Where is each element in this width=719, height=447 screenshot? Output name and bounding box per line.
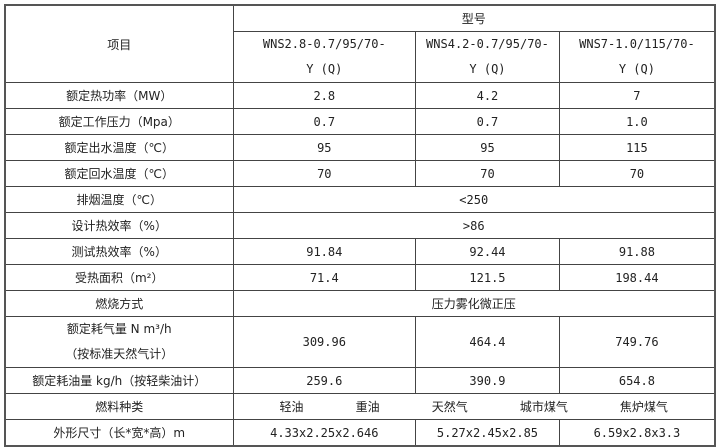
cell: 91.88 <box>558 238 716 265</box>
row-label: 燃烧方式 <box>4 290 234 317</box>
cell: 7 <box>558 82 716 109</box>
fuel-type: 焦炉煤气 <box>619 400 668 414</box>
cell: 95 <box>232 134 417 161</box>
cell: 390.9 <box>415 367 560 394</box>
cell: 95 <box>415 134 560 161</box>
cell: 749.76 <box>558 316 716 368</box>
cell: 5.27x2.45x2.85 <box>415 419 560 447</box>
table-row: 外形尺寸（长*宽*高）m 4.33x2.25x2.646 5.27x2.45x2… <box>4 419 716 447</box>
model-header: 型号 <box>232 4 716 32</box>
row-label: 设计热效率（%） <box>4 212 234 239</box>
table-row: 受热面积（m²） 71.4 121.5 198.44 <box>4 264 716 291</box>
fuel-type: 重油 <box>355 400 380 414</box>
cell: 70 <box>415 160 560 187</box>
model-1: WNS2.8-0.7/95/70- Y (Q) <box>232 31 417 83</box>
merged-cell: 压力雾化微正压 <box>232 290 716 317</box>
model-3-line1: WNS7-1.0/115/70- <box>579 37 695 51</box>
cell: 0.7 <box>232 108 417 135</box>
table-row: 额定热功率（MW） 2.8 4.2 7 <box>4 82 716 109</box>
boiler-spec-table: 项目 型号 WNS2.8-0.7/95/70- Y (Q) WNS4.2-0.7/… <box>4 4 716 447</box>
cell: 198.44 <box>558 264 716 291</box>
cell: 6.59x2.8x3.3 <box>558 419 716 447</box>
row-label: 排烟温度（℃） <box>4 186 234 213</box>
model-2-line2: Y (Q) <box>469 62 506 76</box>
cell: 259.6 <box>232 367 417 394</box>
cell: 309.96 <box>232 316 417 368</box>
model-3-line2: Y (Q) <box>618 62 655 76</box>
table-row: 额定出水温度（℃） 95 95 115 <box>4 134 716 161</box>
gas-label: 额定耗气量 N m³/h （按标准天然气计） <box>4 316 234 368</box>
row-label: 额定热功率（MW） <box>4 82 234 109</box>
row-label: 燃料种类 <box>4 393 234 420</box>
table-row: 测试热效率（%） 91.84 92.44 91.88 <box>4 238 716 265</box>
cell: 115 <box>558 134 716 161</box>
row-label: 测试热效率（%） <box>4 238 234 265</box>
cell: 0.7 <box>415 108 560 135</box>
cell: 92.44 <box>415 238 560 265</box>
cell: 121.5 <box>415 264 560 291</box>
cell: 4.33x2.25x2.646 <box>232 419 417 447</box>
table-row: 燃料种类 轻油 重油 天然气 城市煤气 焦炉煤气 <box>4 393 716 420</box>
item-header: 项目 <box>4 4 234 83</box>
merged-cell: <250 <box>232 186 716 213</box>
model-2: WNS4.2-0.7/95/70- Y (Q) <box>415 31 560 83</box>
gas-label-line1: 额定耗气量 N m³/h <box>66 322 172 336</box>
table-row: 设计热效率（%） >86 <box>4 212 716 239</box>
table-row: 额定耗油量 kg/h（按轻柴油计） 259.6 390.9 654.8 <box>4 367 716 394</box>
table-row: 燃烧方式 压力雾化微正压 <box>4 290 716 317</box>
table-row: 额定回水温度（℃） 70 70 70 <box>4 160 716 187</box>
row-label: 额定出水温度（℃） <box>4 134 234 161</box>
cell: 70 <box>558 160 716 187</box>
gas-label-line2: （按标准天然气计） <box>65 347 174 361</box>
row-label: 受热面积（m²） <box>4 264 234 291</box>
cell: 4.2 <box>415 82 560 109</box>
table-row: 额定耗气量 N m³/h （按标准天然气计） 309.96 464.4 749.7… <box>4 316 716 368</box>
cell: 70 <box>232 160 417 187</box>
cell: 654.8 <box>558 367 716 394</box>
model-1-line2: Y (Q) <box>306 62 343 76</box>
model-3: WNS7-1.0/115/70- Y (Q) <box>558 31 716 83</box>
cell: 1.0 <box>558 108 716 135</box>
model-2-line1: WNS4.2-0.7/95/70- <box>426 37 549 51</box>
cell: 91.84 <box>232 238 417 265</box>
cell: 71.4 <box>232 264 417 291</box>
table-row: 排烟温度（℃） <250 <box>4 186 716 213</box>
table-row: 额定工作压力（Mpa） 0.7 0.7 1.0 <box>4 108 716 135</box>
fuel-type: 天然气 <box>431 400 468 414</box>
fuel-type: 城市煤气 <box>519 400 568 414</box>
row-label: 额定工作压力（Mpa） <box>4 108 234 135</box>
model-1-line1: WNS2.8-0.7/95/70- <box>262 37 386 51</box>
merged-cell: >86 <box>232 212 716 239</box>
row-label: 外形尺寸（长*宽*高）m <box>4 419 234 447</box>
fuel-type: 轻油 <box>279 400 304 414</box>
row-label: 额定耗油量 kg/h（按轻柴油计） <box>4 367 234 394</box>
cell: 464.4 <box>415 316 560 368</box>
cell: 2.8 <box>232 82 417 109</box>
fuel-types-cell: 轻油 重油 天然气 城市煤气 焦炉煤气 <box>232 393 716 420</box>
row-label: 额定回水温度（℃） <box>4 160 234 187</box>
